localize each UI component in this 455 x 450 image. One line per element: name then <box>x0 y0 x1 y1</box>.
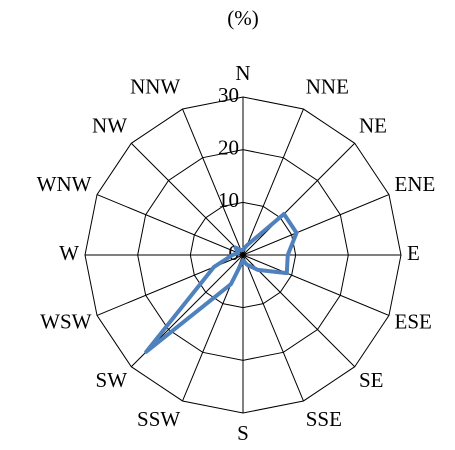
spoke <box>96 194 244 256</box>
grid-ring <box>189 201 297 309</box>
grid-ring <box>137 149 349 361</box>
category-label: SW <box>96 368 128 392</box>
category-label: ESE <box>395 310 432 334</box>
category-label: S <box>237 421 249 445</box>
category-label: NNE <box>306 75 349 99</box>
category-label: N <box>235 61 250 85</box>
spoke <box>242 142 356 256</box>
spoke <box>242 254 304 402</box>
category-label: NW <box>92 114 127 138</box>
category-label: SSE <box>306 407 342 431</box>
series-line <box>144 212 299 354</box>
category-label: NE <box>359 114 387 138</box>
category-label: SSW <box>137 407 180 431</box>
spoke <box>242 108 304 256</box>
chart-title: (%) <box>227 6 258 30</box>
r-tick-label: 10 <box>218 188 239 212</box>
category-label: ENE <box>395 172 436 196</box>
category-label: WNW <box>37 172 92 196</box>
spoke <box>242 194 390 256</box>
r-tick-label: 30 <box>218 83 239 107</box>
category-label: WSW <box>40 310 92 334</box>
category-label: NNW <box>130 75 180 99</box>
r-tick-label: 20 <box>218 135 239 159</box>
category-label: E <box>407 241 420 265</box>
spoke <box>130 142 244 256</box>
category-label: SE <box>359 368 384 392</box>
category-label: W <box>59 241 79 265</box>
grid-ring <box>84 96 402 414</box>
spoke <box>242 254 356 368</box>
spoke <box>242 254 390 316</box>
spoke <box>182 108 244 256</box>
